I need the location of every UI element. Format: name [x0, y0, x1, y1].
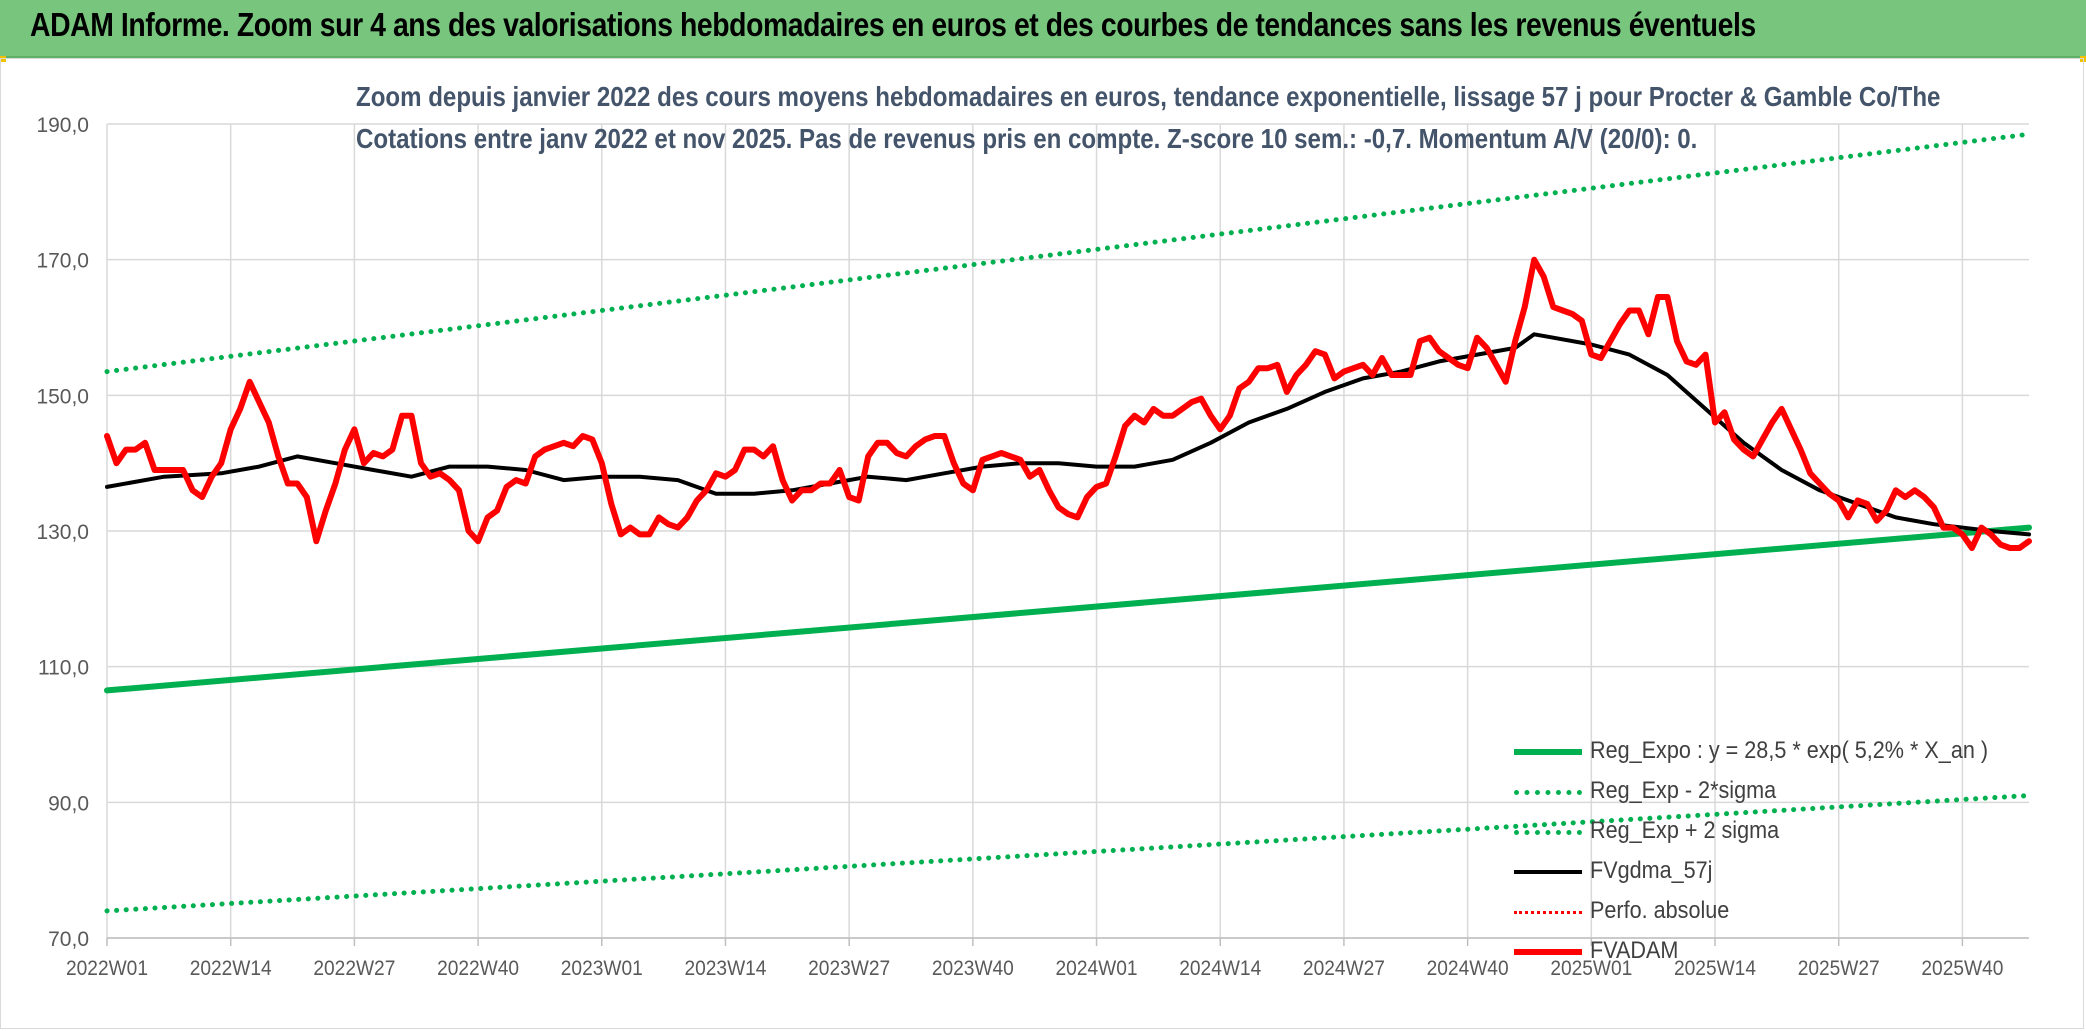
- series-line: [105, 332, 2031, 537]
- legend-label: Reg_Exp + 2 sigma: [1590, 817, 1780, 844]
- legend-item: Reg_Exp + 2 sigma: [1506, 813, 2046, 853]
- legend-label: FVgdma_57j: [1590, 857, 1713, 884]
- x-tick-label: 2024W40: [1427, 957, 1509, 980]
- legend-swatch: [1514, 829, 1582, 835]
- chart-plot: 70,0 90,0 110,0 130,0 150,0 170,0 190,0 2022W01…: [36, 114, 2032, 980]
- legend-swatch: [1514, 870, 1582, 874]
- x-tick-label: 2022W14: [190, 957, 272, 980]
- chart-subtitle: Cotations entre janv 2022 et nov 2025. P…: [356, 123, 1698, 154]
- x-tick-label: 2024W01: [1056, 957, 1138, 980]
- x-tick-label: 2023W01: [561, 957, 643, 980]
- legend-label: FVADAM: [1590, 937, 1679, 964]
- legend-item: FVgdma_57j: [1506, 853, 2046, 893]
- series-line: [104, 131, 2032, 375]
- corner-mark-top-left: [0, 56, 6, 62]
- y-tick-label: 110,0: [38, 657, 89, 680]
- legend-swatch: [1514, 949, 1582, 955]
- x-tick-label: 2022W01: [66, 957, 148, 980]
- report-banner: ADAM Informe. Zoom sur 4 ans des valoris…: [0, 0, 2086, 58]
- report-title: ADAM Informe. Zoom sur 4 ans des valoris…: [30, 6, 1756, 43]
- legend-swatch: [1514, 749, 1582, 755]
- legend-item: Reg_Expo : y = 28,5 * exp( 5,2% * X_an ): [1506, 733, 2046, 773]
- series-line: [104, 256, 2032, 551]
- x-tick-label: 2025W01: [1550, 957, 1632, 980]
- y-tick-label: 90,0: [48, 792, 89, 815]
- chart-frame: 70,0 90,0 110,0 130,0 150,0 170,0 190,0 2022W01…: [0, 58, 2084, 1029]
- x-tick-label: 2022W40: [437, 957, 519, 980]
- x-tick-label: 2025W40: [1921, 957, 2003, 980]
- x-tick-label: 2025W27: [1798, 957, 1880, 980]
- series-line: [104, 524, 2032, 694]
- legend-swatch: [1514, 910, 1582, 914]
- y-tick-label: 130,0: [36, 521, 89, 544]
- legend-item: Perfo. absolue: [1506, 893, 2046, 933]
- y-tick-label: 190,0: [36, 114, 89, 137]
- x-tick-label: 2022W27: [313, 957, 395, 980]
- x-tick-label: 2024W27: [1303, 957, 1385, 980]
- legend-label: Reg_Exp - 2*sigma: [1590, 777, 1777, 804]
- x-tick-label: 2023W14: [684, 957, 766, 980]
- legend-swatch: [1514, 789, 1582, 795]
- legend-item: FVADAM: [1506, 933, 2046, 973]
- x-tick-label: 2025W14: [1674, 957, 1756, 980]
- y-tick-label: 170,0: [36, 250, 89, 273]
- x-tick-label: 2023W27: [808, 957, 890, 980]
- series-line: [104, 793, 2032, 914]
- chart-title: Zoom depuis janvier 2022 des cours moyen…: [356, 81, 1941, 112]
- y-tick-label: 150,0: [36, 385, 89, 408]
- x-tick-label: 2024W14: [1179, 957, 1261, 980]
- legend-item: Reg_Exp - 2*sigma: [1506, 773, 2046, 813]
- y-tick-label: 70,0: [48, 928, 89, 951]
- chart-legend: Reg_Expo : y = 28,5 * exp( 5,2% * X_an )…: [1506, 733, 2046, 973]
- legend-label: Reg_Expo : y = 28,5 * exp( 5,2% * X_an ): [1590, 737, 1989, 764]
- x-tick-label: 2023W40: [932, 957, 1014, 980]
- legend-label: Perfo. absolue: [1590, 897, 1730, 924]
